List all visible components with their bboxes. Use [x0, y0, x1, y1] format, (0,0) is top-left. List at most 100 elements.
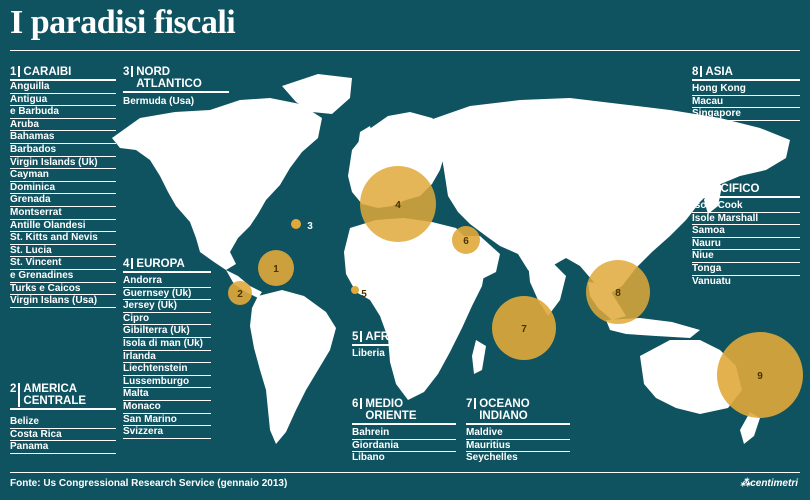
footer-divider: [10, 472, 800, 473]
bubble-4: [360, 166, 436, 242]
divider-bar: [700, 183, 703, 194]
country-list: Isole Cook Isole Marshall Samoa Nauru Ni…: [692, 200, 800, 287]
list-item: Monaco: [123, 401, 211, 414]
region-asia: 8 ASIA Hong Kong Macau Singapore: [692, 66, 800, 121]
source-note: Fonte: Us Congressional Research Service…: [10, 478, 288, 489]
country-list: Belize Costa Rica Panama: [10, 416, 116, 454]
region-number: 3: [123, 66, 130, 78]
bubble-2: [228, 281, 252, 305]
region-name-line2: CENTRALE: [23, 395, 87, 407]
list-item: Virgin Islands (Uk): [10, 157, 116, 170]
asia: [430, 98, 790, 296]
divider-bar: [131, 258, 134, 269]
bubble-label-6: 6: [463, 236, 469, 247]
region-nord-atlantico: 3 NORD ATLANTICO Bermuda (Usa): [123, 66, 229, 108]
list-item: Vanuatu: [692, 275, 731, 287]
list-item: Barbados: [10, 144, 116, 157]
country-list: Bahrein Giordania Libano: [352, 427, 456, 464]
bubble-8: [586, 260, 650, 324]
list-item: Bahrein: [352, 427, 456, 440]
region-name: AMERICA: [23, 383, 78, 395]
region-name: PACIFICO: [705, 183, 760, 195]
divider-bar: [360, 331, 363, 342]
divider-bar: [18, 66, 21, 77]
divider-bar: [700, 66, 703, 77]
region-header: 7 OCEANO INDIANO: [466, 398, 570, 425]
region-header: 2 AMERICA CENTRALE: [10, 383, 116, 410]
logo-text: centimetri: [750, 478, 798, 489]
list-item: St. Vincent: [10, 257, 116, 270]
region-number: 5: [352, 331, 359, 343]
list-item: St. Lucia: [10, 245, 116, 258]
list-item: Panama: [10, 441, 116, 454]
list-item: Turks e Caicos: [10, 283, 116, 296]
list-item: Giordania: [352, 440, 456, 453]
list-item: Mauritius: [466, 440, 570, 453]
australia: [640, 340, 742, 414]
list-item: Jersey (Uk): [123, 300, 211, 313]
list-item: Isole Cook: [692, 200, 800, 213]
region-header: 4 EUROPA: [123, 258, 211, 273]
list-item: Singapore: [692, 108, 800, 121]
region-europa: 4 EUROPA Andorra Guernsey (Uk) Jersey (Uk…: [123, 258, 211, 439]
list-item: Samoa: [692, 225, 800, 238]
list-item: Guernsey (Uk): [123, 288, 211, 301]
list-item: Liechtenstein: [123, 363, 211, 376]
region-medio-oriente: 6 MEDIO ORIENTE Bahrein Giordania Libano: [352, 398, 456, 464]
country-list: Maldive Mauritius Seychelles: [466, 427, 570, 464]
region-name-block: AMERICA CENTRALE: [23, 383, 86, 407]
region-header: 1 CARAIBI: [10, 66, 116, 81]
region-header: 3 NORD ATLANTICO: [123, 66, 229, 93]
region-oceano-indiano: 7 OCEANO INDIANO Maldive Mauritius Seyche…: [466, 398, 570, 464]
region-name: CARAIBI: [23, 66, 72, 78]
bubble-3: [291, 219, 301, 229]
list-item: Dominica: [10, 182, 116, 195]
country-list: Anguilla Antigua e Barbuda Aruba Bahamas…: [10, 81, 116, 308]
region-header: 9 PACIFICO: [692, 183, 800, 198]
region-number: 7: [466, 398, 473, 410]
list-item: St. Kitts and Nevis: [10, 232, 116, 245]
list-item: Lussemburgo: [123, 376, 211, 389]
list-item: Aruba: [10, 119, 116, 132]
region-header: 5 AFRICA: [352, 331, 412, 346]
bubble-label-2: 2: [237, 289, 243, 300]
bubble-7: [492, 296, 556, 360]
bubbles: 1 2 3 4 5 6 7 8 9: [228, 166, 803, 418]
list-item: Cipro: [123, 313, 211, 326]
divider-bar: [474, 398, 477, 409]
region-name: AFRICA: [365, 331, 409, 343]
divider-bar: [18, 383, 21, 407]
indonesia: [606, 318, 700, 338]
list-item: Gibilterra (Uk): [123, 325, 211, 338]
list-item: Tonga: [692, 263, 800, 276]
country-list: Bermuda (Usa): [123, 96, 229, 108]
list-item: Macau: [692, 96, 800, 109]
region-number: 6: [352, 398, 359, 410]
india: [528, 262, 566, 316]
list-item: Grenada: [10, 194, 116, 207]
country-list: Andorra Guernsey (Uk) Jersey (Uk) Cipro …: [123, 275, 211, 439]
title-divider: [10, 50, 800, 51]
list-item: Anguilla: [10, 81, 116, 94]
bubble-label-9: 9: [757, 371, 763, 382]
list-item: e Barbuda: [10, 106, 116, 119]
bubble-label-7: 7: [521, 324, 527, 335]
list-item: San Marino: [123, 414, 211, 427]
list-item: e Grenadines: [10, 270, 116, 283]
region-header: 8 ASIA: [692, 66, 800, 81]
region-number: 4: [123, 258, 130, 270]
madagascar: [472, 340, 486, 374]
bubble-label-3: 3: [307, 221, 313, 232]
south-america: [250, 290, 336, 444]
list-item: Andorra: [123, 275, 211, 288]
region-america-centrale: 2 AMERICA CENTRALE Belize Costa Rica Panam…: [10, 383, 116, 454]
bubble-label-1: 1: [273, 264, 279, 275]
land-masses: [112, 74, 790, 444]
list-item: Seychelles: [466, 452, 518, 464]
country-list: Liberia: [352, 348, 412, 360]
country-list: Hong Kong Macau Singapore: [692, 83, 800, 121]
region-number: 9: [692, 183, 699, 195]
divider-bar: [131, 66, 134, 77]
list-item: Antille Olandesi: [10, 220, 116, 233]
